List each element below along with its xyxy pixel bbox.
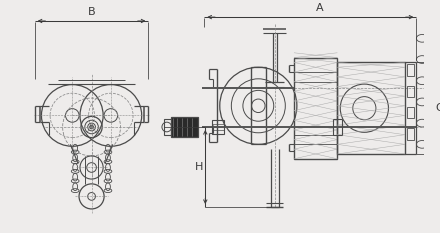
Bar [337,62,405,154]
Text: H: H [195,162,203,172]
Bar [171,117,198,137]
Circle shape [90,125,93,129]
Bar [212,120,224,134]
Bar [407,128,414,140]
Bar [407,107,414,118]
Bar [164,119,171,135]
Bar [407,64,414,76]
Text: B: B [88,7,95,17]
Text: C: C [436,103,440,113]
Bar [294,58,337,159]
Bar [407,86,414,97]
Text: A: A [316,3,324,13]
